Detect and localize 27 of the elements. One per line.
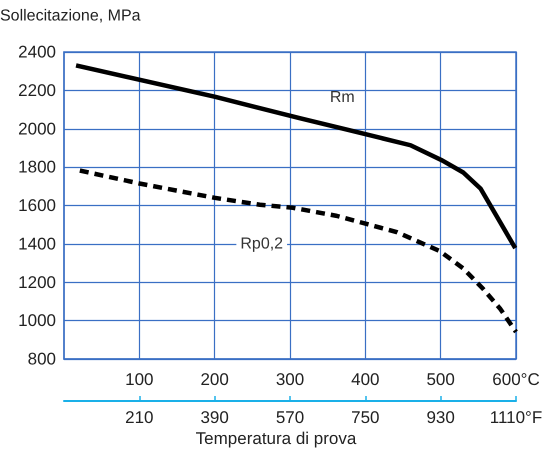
x2-tick-label: 750 xyxy=(351,408,380,427)
y-tick-label: 1400 xyxy=(18,234,56,254)
y-tick-label: 1600 xyxy=(18,196,56,215)
series-label: Rm xyxy=(330,89,355,106)
line-series xyxy=(74,63,518,250)
x-tick-label: 500 xyxy=(426,370,455,389)
y-tick-label: 2200 xyxy=(18,80,56,100)
x-tick-label: 400 xyxy=(351,370,380,389)
x2-tick-label: 930 xyxy=(426,408,455,427)
x-tick-label: 200 xyxy=(200,370,229,389)
y-tick-label: 800 xyxy=(28,350,56,368)
y-tick-label: 1800 xyxy=(18,158,56,177)
y-tick-label: 1000 xyxy=(18,311,56,330)
x-tick-label: 300 xyxy=(276,370,304,389)
x2-tick-label: 1110°F xyxy=(490,408,542,427)
x2-tick-label: 570 xyxy=(276,408,304,427)
x-axis-title: Temperatura di prova xyxy=(196,429,357,448)
x-tick-label: 600°C xyxy=(492,370,540,389)
x2-tick-label: 210 xyxy=(125,408,154,427)
y-tick-label: 2000 xyxy=(18,119,56,138)
x-tick-label: 100 xyxy=(125,370,154,389)
y-tick-label: 2400 xyxy=(18,42,56,62)
line-series xyxy=(78,168,518,334)
series-label: Rp0,2 xyxy=(240,235,284,252)
x2-tick-label: 390 xyxy=(200,408,229,427)
y-tick-label: 1200 xyxy=(18,272,56,292)
y-axis-title: Sollecitazione, MPa xyxy=(0,8,141,24)
